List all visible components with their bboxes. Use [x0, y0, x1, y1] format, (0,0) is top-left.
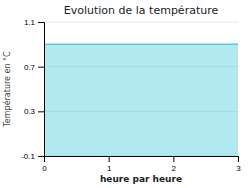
x-tick: 2 [172, 156, 177, 173]
y-tick: 1.1 [24, 18, 44, 27]
line [44, 44, 238, 46]
y-tick-label: 1.1 [24, 18, 36, 27]
plot: 0 1 2 3 -0.1 0.3 0.7 1.1 [21, 18, 241, 173]
x-tick-mark [238, 156, 239, 162]
x-axis: 0 1 2 3 [42, 156, 241, 173]
x-tick-mark [109, 156, 110, 162]
x-tick: 3 [236, 156, 241, 173]
x-tick-label: 0 [42, 164, 47, 173]
x-tick-label: 2 [172, 164, 177, 173]
y-tick: 0.7 [24, 63, 44, 72]
y-tick-mark [38, 67, 44, 68]
y-axis: -0.1 0.3 0.7 1.1 [21, 18, 44, 161]
title: Evolution de la température [64, 4, 219, 17]
y-tick-label: 0.7 [24, 63, 36, 72]
x-tick: 1 [107, 156, 112, 173]
y-axis-title: Température en °C [2, 51, 12, 128]
grid-line [44, 22, 238, 23]
x-axis-title: heure par heure [100, 174, 182, 184]
y-tick-mark [38, 111, 44, 112]
y-tick-label: 0.3 [24, 107, 36, 116]
y-tick: 0.3 [24, 107, 44, 116]
y-axis-line [38, 23, 45, 157]
grid [44, 22, 238, 156]
chart: 0 1 2 3 -0.1 0.3 0.7 1.1 Evolution de la tempéra… [0, 0, 250, 188]
x-axis-line [45, 157, 239, 163]
x-tick: 0 [42, 156, 47, 173]
y-tick-mark [38, 22, 44, 23]
y-tick-mark [38, 156, 44, 157]
y-tick: -0.1 [21, 152, 44, 161]
x-tick-label: 3 [236, 164, 241, 173]
marks [44, 44, 238, 156]
x-tick-mark [173, 156, 174, 162]
area [44, 44, 238, 156]
x-tick-label: 1 [107, 164, 112, 173]
y-tick-label: -0.1 [21, 152, 35, 161]
